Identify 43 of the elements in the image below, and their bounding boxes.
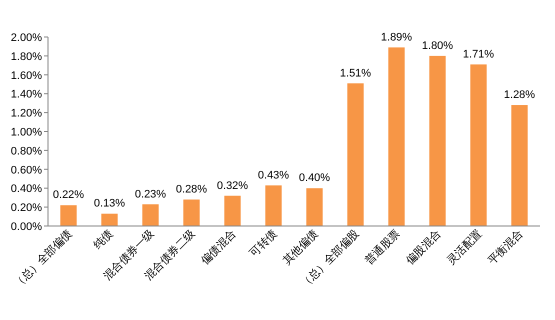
x-tick-label: 灵活配置 (444, 226, 485, 268)
data-label: 0.13% (94, 198, 126, 210)
bar (224, 196, 241, 226)
y-tick-label: 0.40% (10, 183, 42, 196)
y-tick-label: 1.60% (10, 70, 42, 82)
x-tick-label: 可转债 (247, 226, 280, 260)
x-tick-label: 平衡混合 (485, 226, 526, 268)
bar (60, 205, 77, 226)
x-tick-label: 偏债混合 (198, 226, 239, 268)
y-tick-label: 0.60% (10, 164, 42, 176)
y-tick-label: 0.20% (10, 202, 42, 214)
y-tick-label: 2.00% (10, 32, 42, 44)
bar (470, 64, 487, 226)
x-tick-label: 纯债 (90, 226, 116, 252)
y-tick-label: 1.00% (10, 126, 42, 138)
x-tick-label: 其他偏债 (280, 226, 321, 268)
data-label: 0.23% (134, 188, 166, 200)
bar (101, 214, 118, 226)
y-tick-label: 1.20% (10, 108, 42, 120)
bar (306, 188, 323, 226)
data-label: 1.51% (340, 67, 372, 80)
y-tick-label: 0.00% (10, 221, 42, 233)
data-label: 0.22% (52, 189, 84, 202)
data-label: 0.28% (176, 184, 208, 196)
bar (511, 105, 528, 226)
bar (265, 185, 282, 226)
bar (347, 83, 364, 226)
x-tick-label: 普通股票 (362, 226, 403, 268)
bar (142, 204, 159, 226)
data-label: 1.80% (422, 40, 454, 52)
y-tick-label: 0.80% (10, 145, 42, 158)
x-tick-label: 偏股混合 (403, 226, 444, 268)
data-label: 1.28% (504, 89, 536, 102)
bar (429, 56, 446, 226)
data-label: 0.32% (216, 180, 248, 192)
y-tick-label: 1.80% (10, 50, 42, 63)
bar (388, 47, 405, 226)
data-label: 1.89% (380, 31, 412, 44)
data-label: 0.43% (258, 169, 290, 182)
bar (183, 200, 200, 226)
data-label: 1.71% (462, 48, 494, 60)
y-tick-label: 1.40% (10, 88, 42, 101)
data-label: 0.40% (298, 172, 330, 184)
